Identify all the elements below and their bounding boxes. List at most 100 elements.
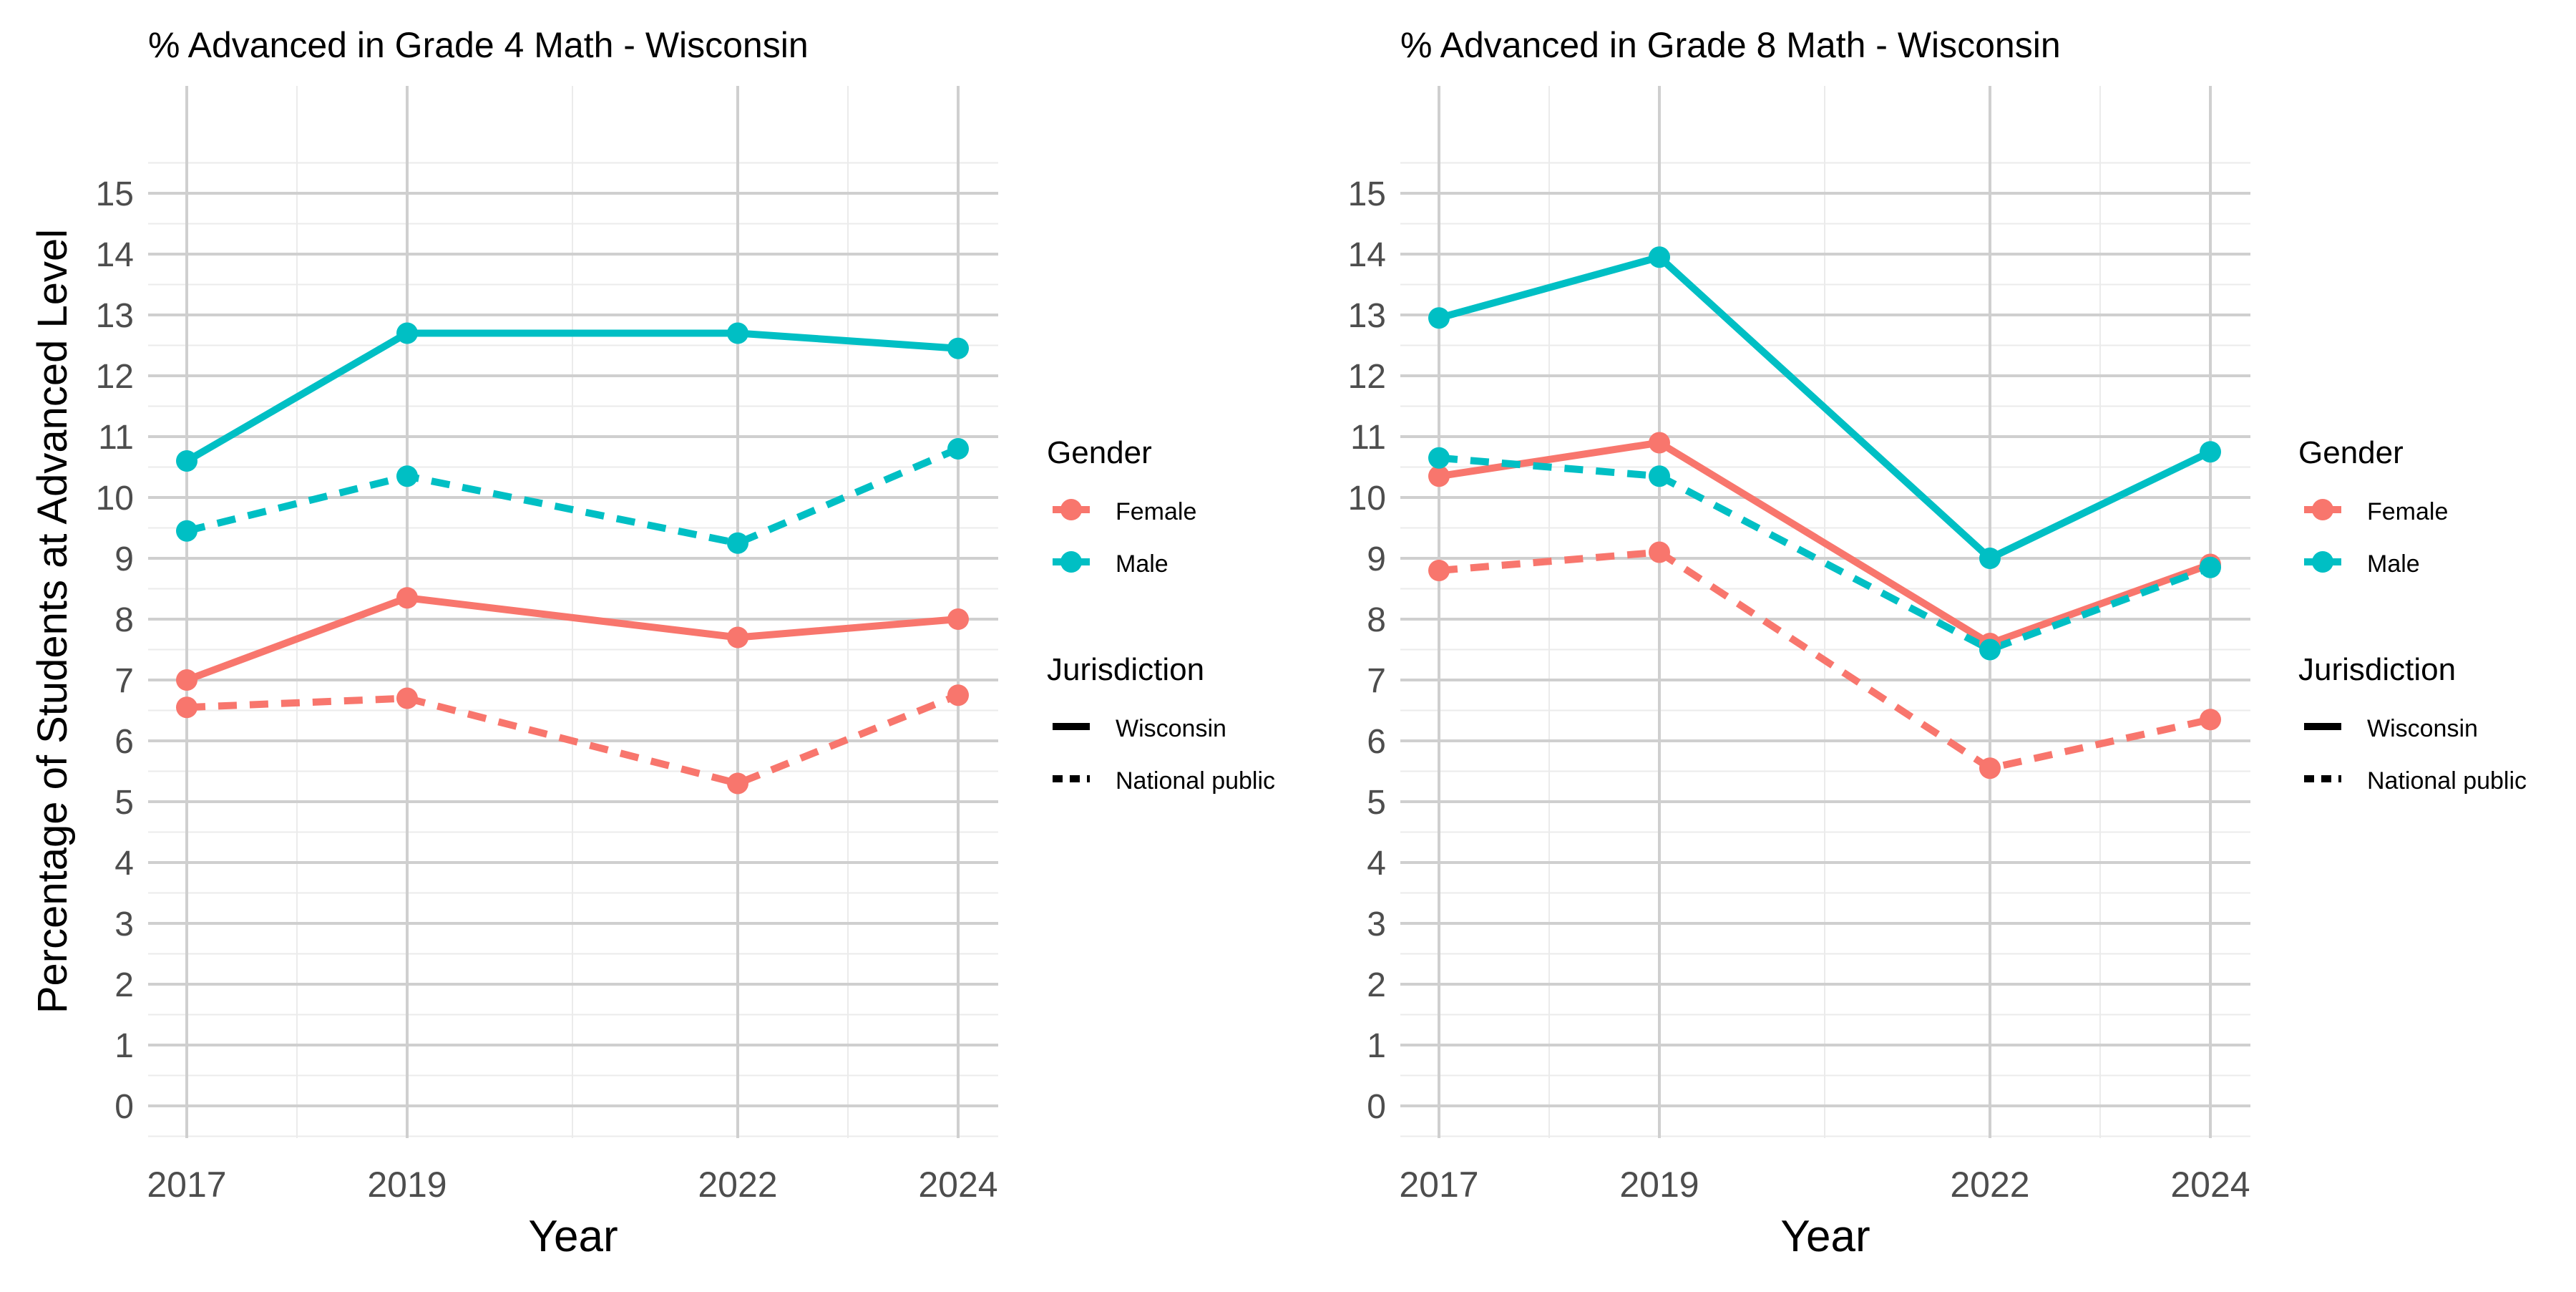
y-tick-label: 8	[114, 601, 134, 639]
data-point	[1979, 757, 2001, 779]
data-point	[1649, 465, 1670, 487]
data-point	[1649, 432, 1670, 454]
data-point	[1428, 465, 1450, 487]
legend-key-point	[1060, 499, 1082, 520]
data-point	[947, 684, 969, 706]
legend-jurisdiction-item: Wisconsin	[1116, 715, 1226, 742]
data-point	[727, 532, 748, 554]
x-tick-label: 2019	[1619, 1165, 1699, 1205]
y-tick-label: 5	[1367, 784, 1386, 822]
x-tick-label: 2024	[2170, 1165, 2250, 1205]
chart-title: % Advanced in Grade 8 Math - Wisconsin	[1400, 25, 2061, 65]
data-point	[947, 337, 969, 359]
y-tick-label: 0	[1367, 1088, 1386, 1126]
data-point	[1428, 560, 1450, 581]
y-tick-label: 2	[1367, 966, 1386, 1004]
series-line-female-national-public	[186, 691, 960, 787]
data-point	[1649, 246, 1670, 268]
x-tick-label: 2017	[1399, 1165, 1478, 1205]
x-tick-label: 2022	[698, 1165, 777, 1205]
y-tick-label: 8	[1367, 601, 1386, 639]
data-point	[1979, 638, 2001, 661]
y-tick-label: 13	[1348, 297, 1386, 335]
data-point	[396, 322, 418, 344]
y-tick-label: 7	[114, 662, 134, 700]
data-point	[396, 687, 418, 709]
y-tick-label: 13	[96, 297, 134, 335]
y-tick-label: 15	[1348, 175, 1386, 213]
y-tick-label: 1	[1367, 1027, 1386, 1065]
y-tick-label: 2	[114, 966, 134, 1004]
legend-gender-item: Female	[1116, 498, 1196, 525]
y-tick-label: 11	[1350, 419, 1386, 457]
series-line-male-wisconsin	[1438, 253, 2212, 562]
data-point	[1649, 541, 1670, 563]
legend-gender-item: Male	[2367, 550, 2420, 578]
data-point	[396, 465, 418, 487]
data-point	[947, 438, 969, 460]
y-tick-label: 6	[114, 723, 134, 761]
y-tick-label: 6	[1367, 723, 1386, 761]
y-tick-label: 7	[1367, 662, 1386, 700]
data-point	[947, 608, 969, 630]
series-line-male-national-public	[1438, 454, 2212, 654]
x-tick-label: 2024	[918, 1165, 997, 1205]
data-point	[176, 669, 197, 691]
legend-gender-title: Gender	[1047, 435, 1152, 470]
data-point	[1428, 447, 1450, 469]
data-point	[1979, 548, 2001, 569]
series-line-female-national-public	[1438, 548, 2212, 772]
data-point	[176, 450, 197, 472]
legend-key-point	[2312, 551, 2333, 573]
legend-key-point	[1060, 551, 1082, 573]
x-tick-label: 2022	[1950, 1165, 2029, 1205]
y-tick-label: 14	[1348, 236, 1386, 274]
x-tick-label: 2017	[147, 1165, 226, 1205]
y-tick-label: 4	[114, 845, 134, 883]
legend-jurisdiction-item: National public	[1116, 767, 1275, 795]
series-line-male-national-public	[185, 445, 960, 547]
data-point	[727, 322, 748, 344]
y-tick-label: 9	[1367, 540, 1386, 578]
data-point	[396, 587, 418, 609]
data-point	[2200, 556, 2221, 578]
data-point	[727, 772, 748, 795]
data-point	[1428, 307, 1450, 329]
y-tick-label: 3	[114, 905, 134, 943]
y-tick-label: 12	[1348, 358, 1386, 396]
y-tick-label: 0	[114, 1088, 134, 1126]
legend-jurisdiction-title: Jurisdiction	[1047, 652, 1204, 687]
y-tick-label: 10	[1348, 480, 1386, 518]
series-line-female-wisconsin	[1438, 439, 2212, 647]
y-tick-label: 15	[96, 175, 134, 213]
y-tick-label: 3	[1367, 905, 1386, 943]
y-tick-label: 14	[96, 236, 134, 274]
legend-gender-item: Male	[1116, 550, 1169, 578]
y-tick-label: 4	[1367, 845, 1386, 883]
y-tick-label: 5	[114, 784, 134, 822]
y-tick-label: 11	[98, 419, 134, 457]
x-axis-label: Year	[1780, 1212, 1870, 1261]
y-tick-label: 9	[114, 540, 134, 578]
y-tick-label: 10	[96, 480, 134, 518]
series-line-female-wisconsin	[185, 594, 959, 684]
y-tick-label: 12	[96, 358, 134, 396]
legend-gender-title: Gender	[2298, 435, 2404, 470]
legend-gender-item: Female	[2367, 498, 2448, 525]
data-point	[2200, 709, 2221, 731]
data-point	[2200, 441, 2221, 463]
legend-jurisdiction-item: Wisconsin	[2367, 715, 2478, 742]
series-line-male-wisconsin	[185, 329, 959, 465]
legend-key-point	[2312, 499, 2333, 520]
legend-jurisdiction-title: Jurisdiction	[2298, 652, 2456, 687]
data-point	[727, 626, 748, 649]
y-tick-label: 1	[114, 1027, 134, 1065]
legend-jurisdiction-item: National public	[2367, 767, 2527, 795]
x-axis-label: Year	[528, 1212, 618, 1261]
x-tick-label: 2019	[367, 1165, 447, 1205]
data-point	[176, 520, 197, 542]
